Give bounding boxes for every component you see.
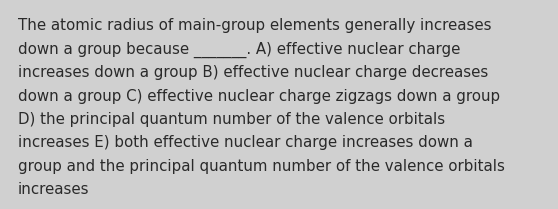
Text: The atomic radius of main-group elements generally increases: The atomic radius of main-group elements… xyxy=(18,18,492,33)
Text: down a group C) effective nuclear charge zigzags down a group: down a group C) effective nuclear charge… xyxy=(18,88,500,103)
Text: down a group because _______. A) effective nuclear charge: down a group because _______. A) effecti… xyxy=(18,42,460,58)
Text: increases: increases xyxy=(18,182,89,198)
Text: increases E) both effective nuclear charge increases down a: increases E) both effective nuclear char… xyxy=(18,135,473,150)
Text: increases down a group B) effective nuclear charge decreases: increases down a group B) effective nucl… xyxy=(18,65,488,80)
Text: D) the principal quantum number of the valence orbitals: D) the principal quantum number of the v… xyxy=(18,112,445,127)
Text: group and the principal quantum number of the valence orbitals: group and the principal quantum number o… xyxy=(18,159,505,174)
